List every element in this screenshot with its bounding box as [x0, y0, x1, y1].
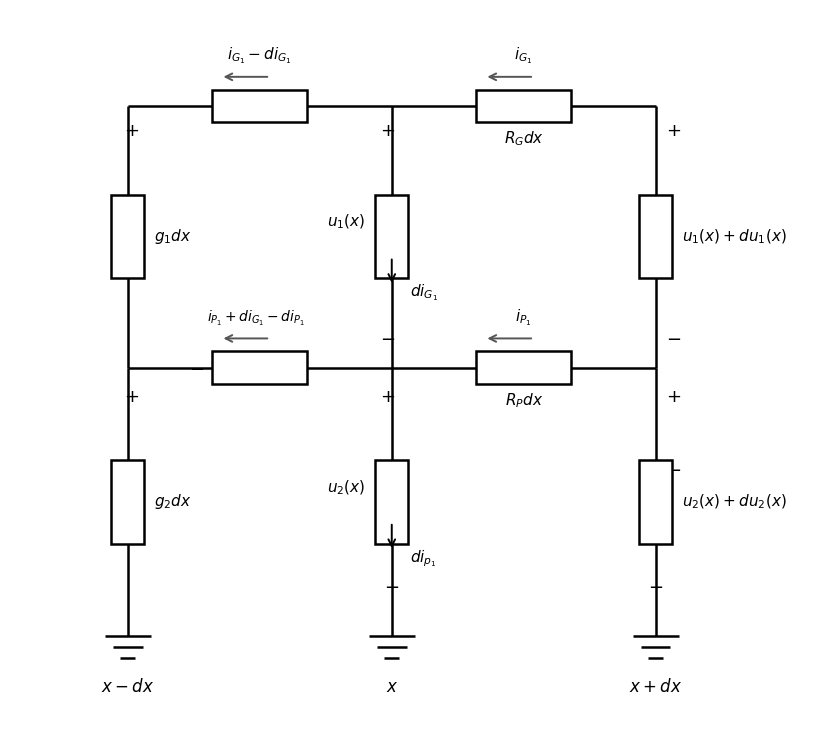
- Text: $+$: $+$: [124, 387, 140, 406]
- Bar: [112, 460, 144, 544]
- Bar: [376, 195, 408, 279]
- Text: $R_Gdx$: $R_Gdx$: [504, 129, 544, 148]
- Text: $-$: $-$: [189, 359, 204, 376]
- Bar: [639, 460, 672, 544]
- Text: $u_1(x)+du_1(x)$: $u_1(x)+du_1(x)$: [682, 228, 786, 246]
- Bar: [639, 195, 672, 279]
- Text: $-$: $-$: [380, 329, 395, 348]
- Text: $+$: $+$: [124, 122, 140, 140]
- Text: $g_2dx$: $g_2dx$: [154, 492, 192, 512]
- Bar: [212, 90, 307, 122]
- Text: $-$: $-$: [666, 460, 681, 478]
- Bar: [112, 195, 144, 279]
- Text: $di_{p_1}$: $di_{p_1}$: [410, 548, 436, 569]
- Text: $-$: $-$: [384, 576, 399, 595]
- Text: $g_1dx$: $g_1dx$: [154, 227, 192, 246]
- Bar: [212, 351, 307, 384]
- Text: $R_Pdx$: $R_Pdx$: [505, 391, 543, 410]
- Text: $u_2(x)$: $u_2(x)$: [327, 478, 366, 497]
- Text: $x-dx$: $x-dx$: [102, 678, 154, 696]
- Text: $i_{P_1}+di_{G_1}-di_{P_1}$: $i_{P_1}+di_{G_1}-di_{P_1}$: [207, 309, 305, 328]
- Text: $-$: $-$: [648, 576, 663, 595]
- Text: $u_2(x)+du_2(x)$: $u_2(x)+du_2(x)$: [682, 492, 786, 511]
- Text: $+$: $+$: [380, 387, 395, 406]
- Text: $+$: $+$: [666, 122, 681, 140]
- Text: $i_{P_1}$: $i_{P_1}$: [516, 307, 532, 328]
- Text: $i_{G_1}$: $i_{G_1}$: [515, 46, 533, 66]
- Bar: [476, 90, 571, 122]
- Text: $-$: $-$: [666, 329, 681, 348]
- Text: $di_{G_1}$: $di_{G_1}$: [410, 283, 438, 304]
- Text: $x+dx$: $x+dx$: [629, 678, 682, 696]
- Text: $x$: $x$: [386, 678, 398, 696]
- Text: $u_1(x)$: $u_1(x)$: [327, 213, 366, 232]
- Bar: [476, 351, 571, 384]
- Text: $+$: $+$: [380, 122, 395, 140]
- Bar: [376, 460, 408, 544]
- Text: $+$: $+$: [666, 387, 681, 406]
- Text: $i_{G_1}-di_{G_1}$: $i_{G_1}-di_{G_1}$: [227, 46, 292, 66]
